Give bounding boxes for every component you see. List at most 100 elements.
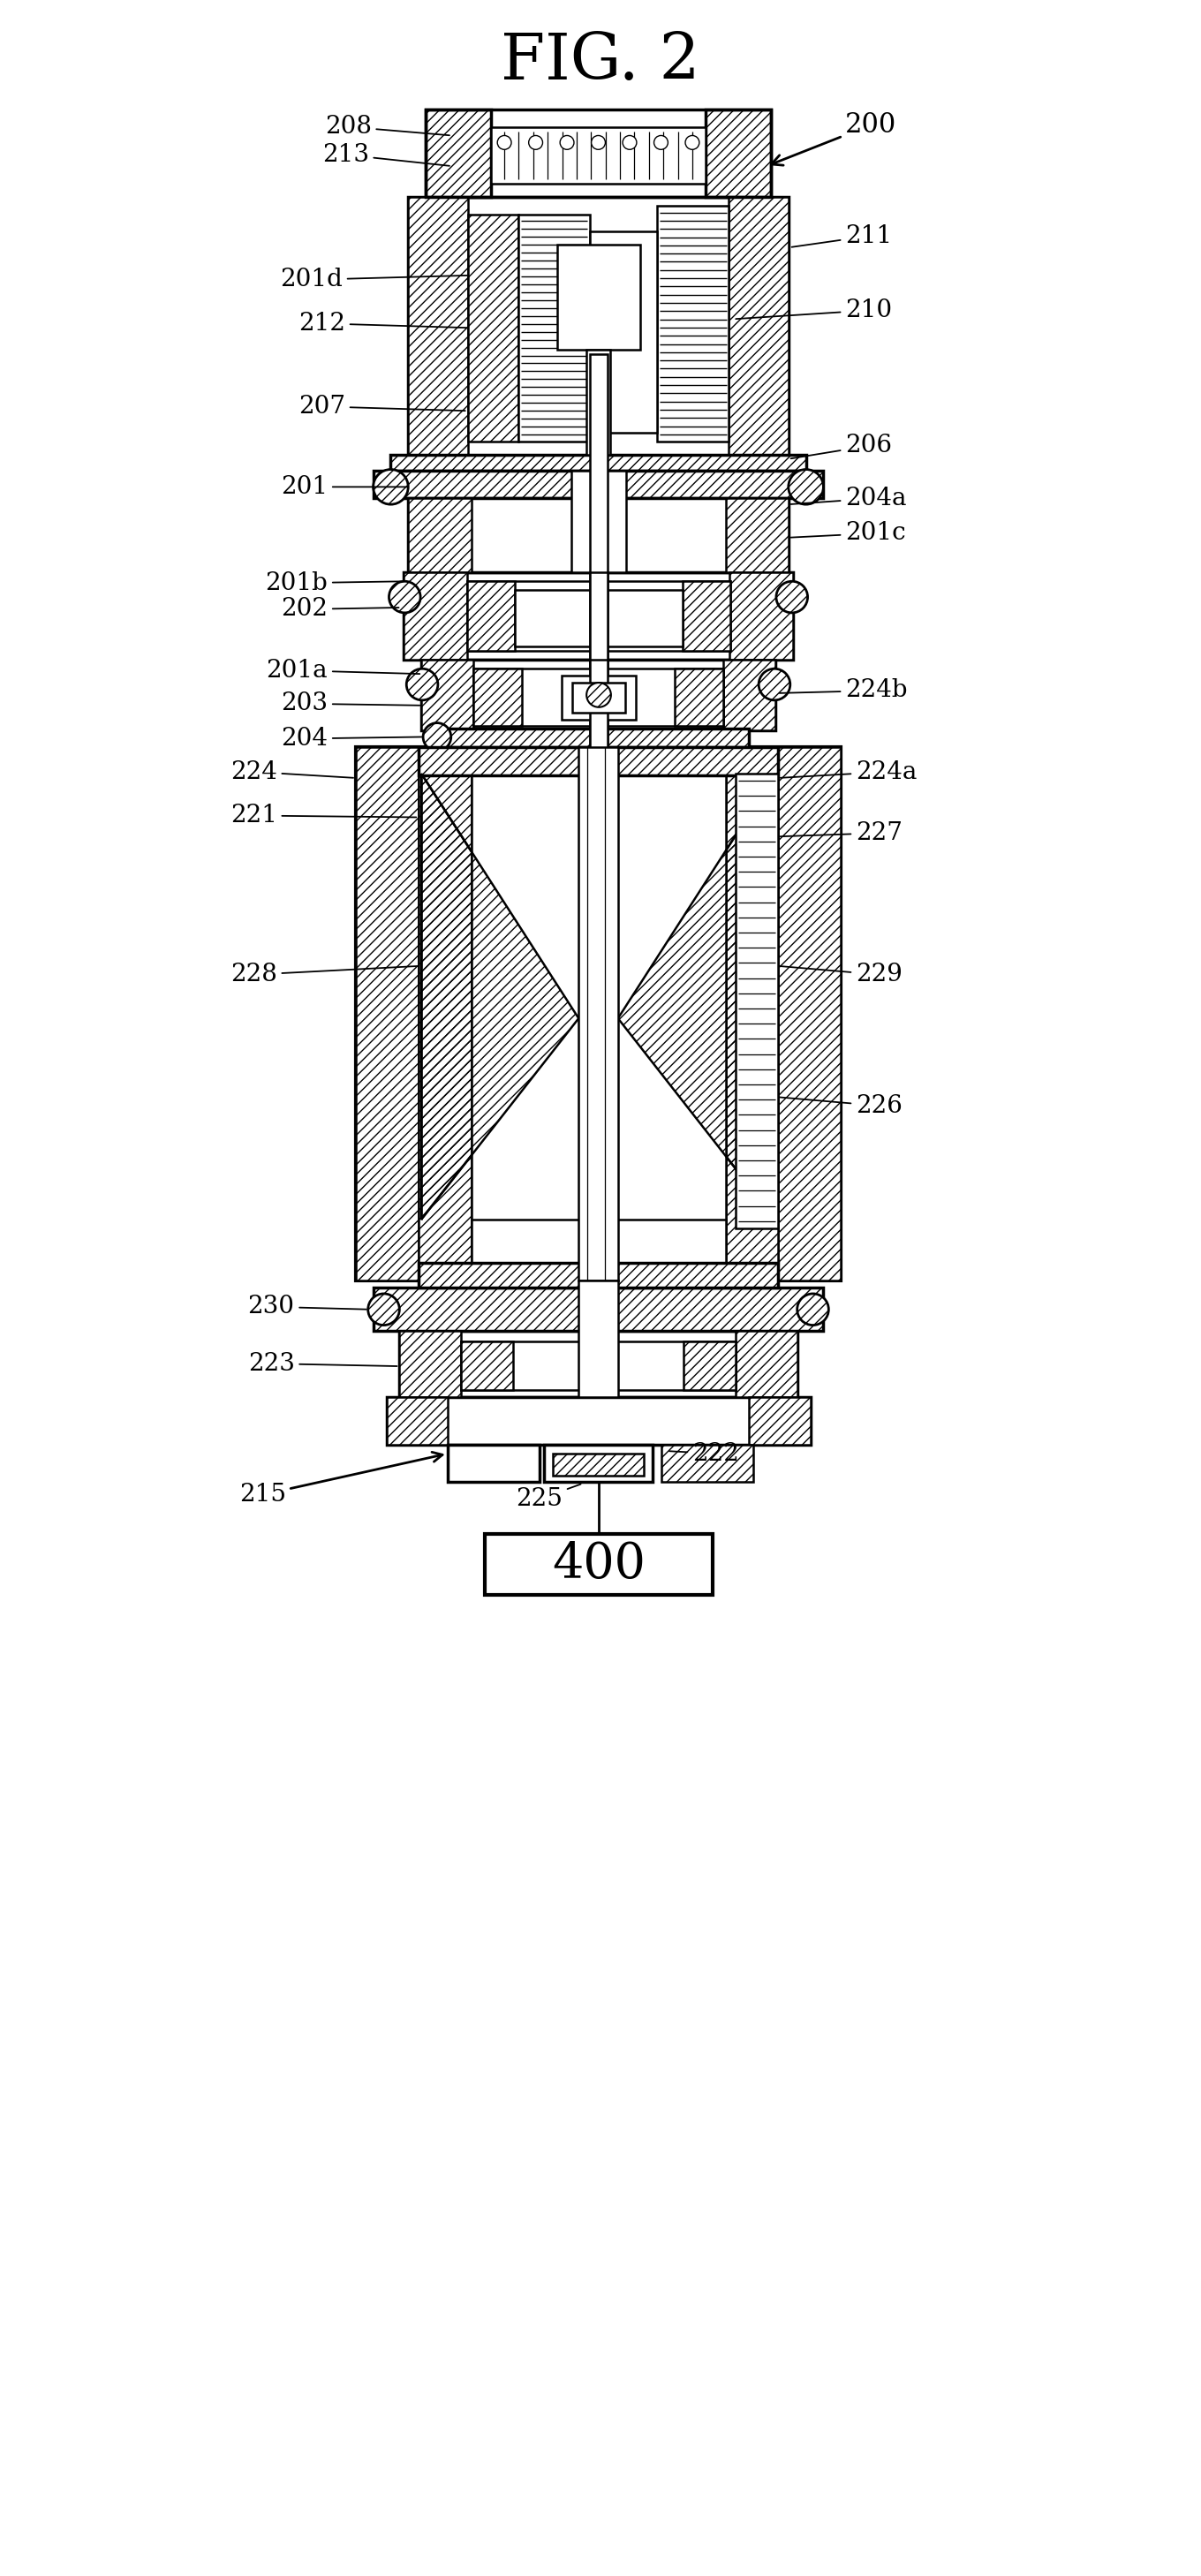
Text: 200: 200 (771, 111, 897, 165)
Text: 210: 210 (736, 299, 892, 322)
Bar (485, 1535, 712, 1595)
Bar (400, 1332, 461, 1396)
Bar (422, 659, 473, 729)
Bar (390, 453, 806, 471)
Bar (448, 729, 749, 747)
Text: 204: 204 (281, 726, 422, 750)
Text: 211: 211 (791, 224, 892, 247)
Bar (579, 747, 619, 1280)
Bar (355, 747, 419, 1280)
Bar (425, 108, 771, 196)
Text: 228: 228 (231, 963, 419, 987)
Bar (705, 108, 771, 196)
Bar (586, 350, 610, 453)
Bar (461, 1342, 736, 1391)
Circle shape (406, 670, 438, 701)
Bar (408, 196, 467, 459)
Text: 201b: 201b (265, 572, 404, 595)
Text: 222: 222 (669, 1443, 739, 1466)
Bar (590, 572, 608, 770)
Bar (662, 1445, 753, 1481)
Bar (683, 1342, 736, 1391)
Bar (467, 582, 515, 652)
Bar (408, 196, 788, 459)
Bar (473, 670, 723, 726)
Text: 225: 225 (516, 1484, 581, 1512)
Circle shape (389, 582, 420, 613)
Text: 221: 221 (231, 804, 417, 827)
Bar (404, 572, 793, 659)
Text: 203: 203 (281, 693, 419, 716)
Bar (461, 1342, 513, 1391)
Bar (675, 670, 723, 726)
Circle shape (528, 137, 543, 149)
Bar (467, 582, 730, 652)
Bar (579, 1280, 619, 1396)
Circle shape (591, 137, 605, 149)
Bar (448, 1445, 539, 1481)
Bar (736, 773, 778, 1229)
Circle shape (560, 137, 574, 149)
Bar (473, 670, 521, 726)
Circle shape (759, 670, 790, 701)
Circle shape (622, 137, 637, 149)
Bar (590, 353, 608, 670)
Bar (723, 659, 776, 729)
Bar (491, 126, 705, 183)
Circle shape (368, 1293, 400, 1324)
Text: 202: 202 (281, 598, 399, 621)
Bar (682, 582, 730, 652)
Bar (408, 497, 471, 572)
Bar (562, 675, 635, 719)
Text: 224: 224 (231, 760, 353, 783)
Bar (419, 747, 778, 775)
Bar (471, 1218, 725, 1262)
Text: 227: 227 (781, 822, 902, 845)
Text: 226: 226 (779, 1095, 902, 1118)
Text: 400: 400 (552, 1540, 645, 1589)
Bar (552, 1453, 644, 1476)
Bar (419, 1262, 778, 1288)
Circle shape (586, 683, 611, 708)
Bar (467, 214, 519, 440)
Bar (730, 572, 793, 659)
Bar (374, 1288, 824, 1332)
Bar (590, 659, 608, 770)
Text: 201c: 201c (791, 520, 906, 546)
Bar (422, 659, 776, 729)
Text: 201d: 201d (280, 268, 467, 291)
Bar (519, 214, 590, 440)
Text: 208: 208 (324, 116, 449, 139)
Circle shape (797, 1293, 829, 1324)
Text: 224b: 224b (779, 677, 908, 703)
Bar (778, 747, 841, 1280)
Bar (572, 471, 626, 572)
Bar (387, 1396, 811, 1445)
Text: 229: 229 (779, 963, 902, 987)
Text: 230: 230 (247, 1296, 366, 1319)
Bar (374, 471, 824, 497)
Text: 201: 201 (281, 474, 407, 500)
Bar (729, 196, 788, 459)
Circle shape (423, 724, 452, 750)
Circle shape (374, 469, 408, 505)
Bar (419, 773, 471, 1262)
Bar (400, 1332, 797, 1396)
Circle shape (686, 137, 699, 149)
Bar (725, 497, 788, 572)
Bar (515, 590, 682, 647)
Text: 215: 215 (239, 1453, 442, 1507)
Bar (544, 1445, 653, 1481)
Text: 204a: 204a (791, 487, 907, 510)
Text: FIG. 2: FIG. 2 (501, 31, 700, 93)
Circle shape (655, 137, 668, 149)
Bar (387, 1396, 448, 1445)
Bar (425, 108, 491, 196)
Bar (408, 497, 788, 572)
Text: 201a: 201a (267, 659, 419, 683)
Circle shape (788, 469, 824, 505)
Circle shape (776, 582, 807, 613)
Bar (725, 773, 778, 1262)
Bar (557, 245, 640, 350)
Text: 207: 207 (298, 394, 465, 417)
